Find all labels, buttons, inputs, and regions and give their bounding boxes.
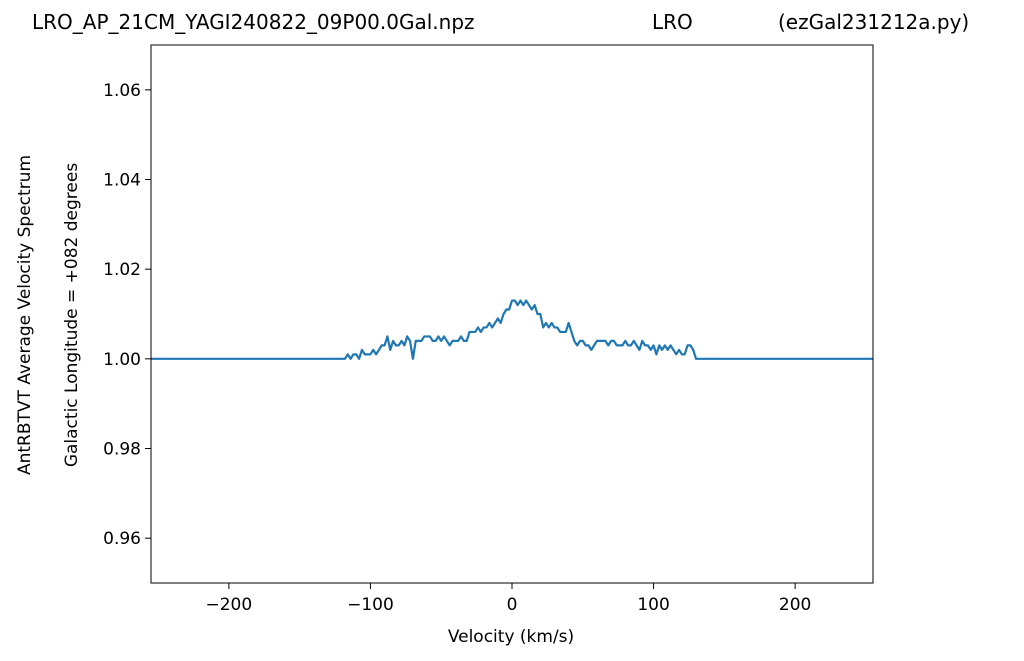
x-axis-label: Velocity (km/s) bbox=[448, 627, 574, 647]
chart-title-script: (ezGal231212a.py) bbox=[778, 10, 970, 34]
x-tick-label: 200 bbox=[779, 595, 811, 615]
y-tick-label: 0.98 bbox=[103, 440, 141, 460]
x-tick-label: 0 bbox=[507, 595, 518, 615]
chart-title-observatory: LRO bbox=[652, 10, 693, 34]
y-axis-label-primary: AntRBTVT Average Velocity Spectrum bbox=[15, 155, 35, 475]
y-tick-label: 1.06 bbox=[103, 81, 141, 101]
y-tick-label: 1.02 bbox=[103, 260, 141, 280]
y-axis-label-secondary: Galactic Longitude = +082 degrees bbox=[62, 163, 82, 467]
y-axis: 0.96 0.98 1.00 1.02 1.04 1.06 bbox=[103, 81, 151, 549]
x-axis: −200 −100 0 100 200 bbox=[206, 583, 811, 615]
plot-frame bbox=[150, 44, 874, 584]
x-tick-label: −200 bbox=[206, 595, 253, 615]
plot-area bbox=[150, 44, 874, 584]
x-tick-label: −100 bbox=[347, 595, 394, 615]
y-tick-label: 1.04 bbox=[103, 171, 141, 191]
y-tick-label: 0.96 bbox=[103, 529, 141, 549]
x-tick-label: 100 bbox=[637, 595, 669, 615]
series-line bbox=[151, 299, 873, 360]
chart-title-filename: LRO_AP_21CM_YAGI240822_09P00.0Gal.npz bbox=[32, 10, 475, 34]
y-tick-label: 1.00 bbox=[103, 350, 141, 370]
